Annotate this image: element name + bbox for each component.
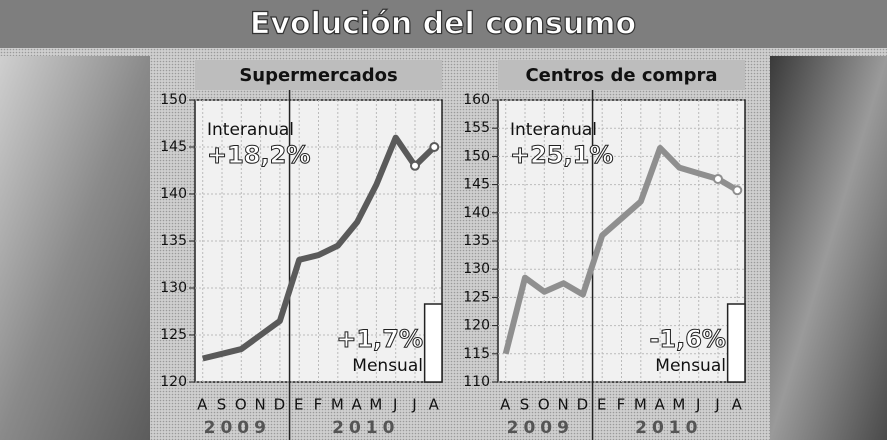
x-tick-label: M xyxy=(331,396,345,414)
x-tick-label: M xyxy=(369,396,383,414)
year-label: 2009 xyxy=(507,418,574,438)
y-tick-label: 130 xyxy=(160,280,187,296)
y-tick-label: 140 xyxy=(463,205,490,221)
photo-left xyxy=(0,56,150,440)
annotation-value: +1,7% xyxy=(336,325,423,353)
x-tick-label: N xyxy=(254,396,266,414)
x-tick-label: F xyxy=(617,396,627,414)
annotation-label: Interanual xyxy=(207,120,294,140)
y-tick-label: 110 xyxy=(463,374,490,390)
annotation-value: +25,1% xyxy=(510,141,613,169)
y-tick-label: 135 xyxy=(463,233,490,249)
monthly-box xyxy=(728,304,745,382)
x-tick-label: F xyxy=(314,396,324,414)
x-tick-label: E xyxy=(597,396,607,414)
x-tick-label: E xyxy=(294,396,304,414)
x-tick-label: M xyxy=(634,396,648,414)
year-label: 2009 xyxy=(204,418,271,438)
y-tick-label: 145 xyxy=(463,177,490,193)
x-tick-label: A xyxy=(197,396,208,414)
x-tick-label: A xyxy=(429,396,440,414)
monthly-box xyxy=(425,304,442,382)
photo-right xyxy=(770,56,887,440)
y-tick-label: 135 xyxy=(160,233,187,249)
year-label: 2010 xyxy=(332,418,399,438)
annotation-value: -1,6% xyxy=(649,325,726,353)
x-tick-label: A xyxy=(654,396,665,414)
y-tick-label: 115 xyxy=(463,346,490,362)
y-tick-label: 120 xyxy=(160,374,187,390)
x-tick-label: D xyxy=(274,396,287,414)
annotation-value: +18,2% xyxy=(207,141,310,169)
y-tick-label: 150 xyxy=(160,92,187,108)
x-tick-label: N xyxy=(557,396,569,414)
y-tick-label: 120 xyxy=(463,318,490,334)
x-tick-label: S xyxy=(520,396,531,414)
x-tick-label: J xyxy=(411,396,417,414)
x-tick-label: J xyxy=(392,396,398,414)
y-tick-label: 150 xyxy=(463,148,490,164)
x-tick-label: S xyxy=(217,396,228,414)
y-tick-label: 145 xyxy=(160,139,187,155)
y-tick-label: 130 xyxy=(463,261,490,277)
y-tick-label: 155 xyxy=(463,120,490,136)
x-tick-label: M xyxy=(672,396,686,414)
end-marker xyxy=(411,162,419,170)
annotation-label: Mensual xyxy=(352,356,423,376)
y-tick-label: 160 xyxy=(463,92,490,108)
end-marker xyxy=(733,186,741,194)
end-marker xyxy=(714,175,722,183)
x-tick-label: J xyxy=(695,396,701,414)
end-marker xyxy=(430,143,438,151)
year-label: 2010 xyxy=(635,418,702,438)
x-tick-label: D xyxy=(577,396,590,414)
x-tick-label: O xyxy=(538,396,551,414)
y-tick-label: 125 xyxy=(463,289,490,305)
infographic: Evolución del consumo Supermercados 120 12… xyxy=(0,0,887,440)
y-tick-label: 140 xyxy=(160,186,187,202)
annotation-label: Interanual xyxy=(510,120,597,140)
x-tick-label: O xyxy=(235,396,248,414)
y-tick-label: 125 xyxy=(160,327,187,343)
panel-title: Centros de compra xyxy=(525,65,717,86)
x-tick-label: A xyxy=(351,396,362,414)
x-tick-label: A xyxy=(732,396,743,414)
panel-title: Supermercados xyxy=(239,65,397,86)
annotation-label: Mensual xyxy=(655,356,726,376)
x-tick-label: J xyxy=(714,396,720,414)
x-tick-label: A xyxy=(500,396,511,414)
page-title: Evolución del consumo xyxy=(250,7,636,42)
